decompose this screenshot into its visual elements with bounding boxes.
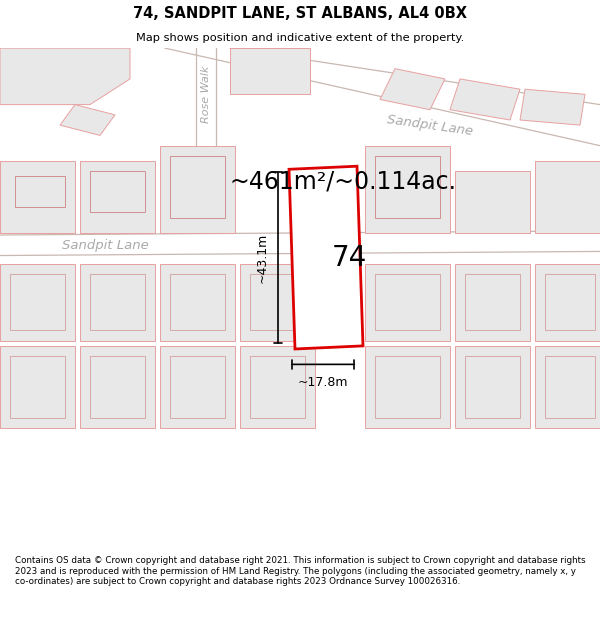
Polygon shape: [365, 346, 450, 428]
Polygon shape: [380, 69, 445, 110]
Polygon shape: [10, 356, 65, 418]
Text: ~43.1m: ~43.1m: [256, 232, 269, 282]
Polygon shape: [80, 161, 155, 233]
Polygon shape: [160, 146, 235, 233]
Polygon shape: [90, 171, 145, 212]
Polygon shape: [170, 356, 225, 418]
Polygon shape: [240, 346, 315, 428]
Polygon shape: [455, 264, 530, 341]
Polygon shape: [375, 156, 440, 218]
Polygon shape: [0, 346, 75, 428]
Polygon shape: [165, 48, 600, 146]
Polygon shape: [465, 274, 520, 331]
Polygon shape: [90, 356, 145, 418]
Polygon shape: [230, 48, 310, 94]
Polygon shape: [90, 274, 145, 331]
Text: Rose Walk: Rose Walk: [201, 66, 211, 123]
Polygon shape: [0, 231, 600, 256]
Polygon shape: [375, 274, 440, 331]
Text: Sandpit Lane: Sandpit Lane: [62, 239, 148, 252]
Polygon shape: [80, 264, 155, 341]
Polygon shape: [15, 176, 65, 208]
Polygon shape: [240, 264, 315, 341]
Polygon shape: [465, 356, 520, 418]
Polygon shape: [80, 346, 155, 428]
Text: 74, SANDPIT LANE, ST ALBANS, AL4 0BX: 74, SANDPIT LANE, ST ALBANS, AL4 0BX: [133, 6, 467, 21]
Polygon shape: [160, 264, 235, 341]
Polygon shape: [250, 274, 305, 331]
Polygon shape: [0, 264, 75, 341]
Polygon shape: [60, 104, 115, 136]
Polygon shape: [450, 79, 520, 120]
Polygon shape: [365, 264, 450, 341]
Polygon shape: [289, 166, 363, 349]
Polygon shape: [535, 346, 600, 428]
Text: Sandpit Lane: Sandpit Lane: [386, 112, 474, 138]
Text: Contains OS data © Crown copyright and database right 2021. This information is : Contains OS data © Crown copyright and d…: [15, 556, 586, 586]
Text: ~461m²/~0.114ac.: ~461m²/~0.114ac.: [230, 169, 457, 194]
Text: 74: 74: [331, 244, 367, 272]
Polygon shape: [365, 146, 450, 233]
Polygon shape: [0, 48, 130, 104]
Text: Map shows position and indicative extent of the property.: Map shows position and indicative extent…: [136, 32, 464, 43]
Polygon shape: [250, 356, 305, 418]
Polygon shape: [0, 161, 75, 233]
Polygon shape: [375, 356, 440, 418]
Polygon shape: [170, 156, 225, 218]
Polygon shape: [535, 161, 600, 233]
Polygon shape: [535, 264, 600, 341]
Text: ~17.8m: ~17.8m: [298, 376, 348, 389]
Polygon shape: [545, 274, 595, 331]
Polygon shape: [455, 171, 530, 233]
Polygon shape: [545, 356, 595, 418]
Polygon shape: [520, 89, 585, 125]
Polygon shape: [160, 346, 235, 428]
Polygon shape: [455, 346, 530, 428]
Polygon shape: [170, 274, 225, 331]
Polygon shape: [196, 48, 216, 151]
Polygon shape: [10, 274, 65, 331]
